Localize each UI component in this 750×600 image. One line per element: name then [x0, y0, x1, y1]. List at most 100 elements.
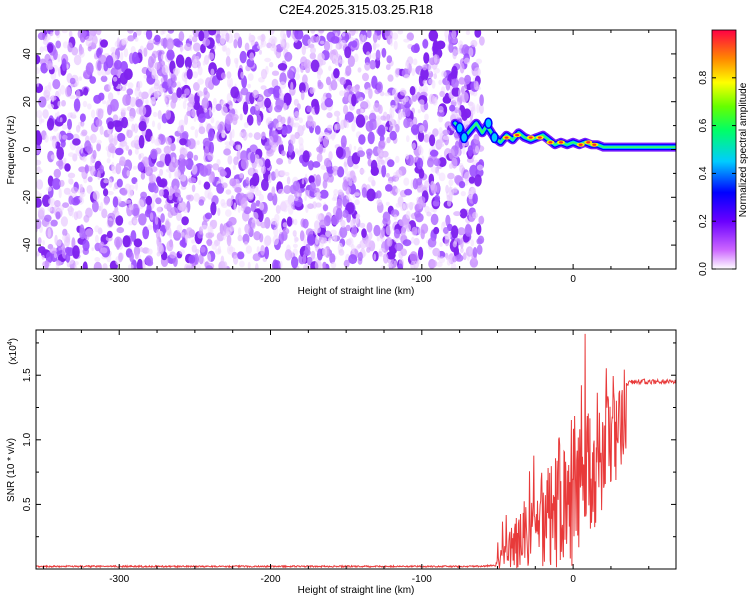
noise-speckle — [233, 32, 240, 40]
noise-speckle — [269, 61, 274, 68]
noise-speckle — [51, 138, 57, 149]
noise-speckle — [71, 46, 79, 56]
noise-speckle — [253, 132, 262, 141]
noise-speckle — [100, 75, 108, 83]
noise-speckle — [246, 114, 254, 126]
noise-speckle — [279, 92, 284, 100]
noise-speckle — [70, 186, 79, 194]
noise-speckle — [67, 172, 76, 179]
noise-speckle — [381, 47, 387, 58]
noise-speckle — [126, 170, 130, 177]
colorbar-label: Normalized spectral amplitude — [738, 82, 749, 217]
noise-speckle — [376, 236, 380, 242]
noise-speckle — [103, 188, 109, 197]
noise-speckle — [403, 74, 410, 79]
noise-speckle — [180, 124, 184, 134]
noise-speckle — [110, 46, 115, 53]
noise-speckle — [470, 187, 476, 192]
noise-speckle — [44, 214, 52, 222]
noise-speckle — [103, 179, 109, 184]
noise-speckle — [225, 32, 230, 43]
noise-speckle — [248, 132, 253, 138]
noise-speckle — [119, 140, 128, 147]
noise-speckle — [449, 104, 456, 112]
noise-speckle — [232, 116, 238, 126]
noise-speckle — [221, 105, 228, 116]
noise-speckle — [233, 156, 239, 166]
noise-speckle — [366, 188, 376, 202]
noise-speckle — [393, 40, 398, 50]
noise-speckle — [384, 30, 391, 37]
noise-speckle — [188, 177, 197, 184]
noise-speckle — [184, 75, 188, 85]
noise-speckle — [436, 261, 443, 268]
noise-speckle — [125, 145, 130, 151]
noise-speckle — [81, 129, 88, 136]
noise-speckle — [439, 90, 445, 98]
noise-speckle — [114, 59, 122, 70]
noise-speckle — [322, 179, 328, 189]
colorbar-tick-label: 0.2 — [698, 214, 709, 228]
colorbar: 0.0 0.2 0.4 0.6 0.8 Normalized spectral ampl… — [698, 29, 749, 276]
noise-speckle — [282, 227, 290, 235]
noise-speckle — [468, 176, 476, 184]
noise-speckle — [390, 209, 400, 218]
noise-speckle — [198, 199, 205, 206]
noise-speckle — [84, 164, 89, 174]
noise-speckle — [63, 157, 67, 163]
noise-speckle — [417, 130, 425, 142]
noise-speckle — [376, 199, 383, 206]
noise-speckle — [412, 58, 418, 66]
noise-speckle — [428, 30, 439, 42]
noise-speckle — [469, 164, 478, 177]
noise-speckle — [210, 117, 215, 124]
noise-speckle — [221, 44, 228, 52]
noise-speckle — [404, 107, 411, 117]
noise-speckle — [217, 245, 221, 255]
noise-speckle — [354, 199, 360, 206]
noise-speckle — [283, 185, 292, 194]
noise-speckle — [386, 136, 391, 144]
noise-speckle — [55, 260, 62, 266]
noise-speckle — [99, 164, 104, 174]
noise-speckle — [96, 142, 101, 152]
noise-speckle — [162, 189, 170, 199]
noise-speckle — [228, 105, 234, 110]
signal-hotspot-core — [537, 136, 542, 139]
noise-speckle — [459, 208, 468, 219]
noise-speckle — [197, 78, 205, 85]
noise-speckle — [242, 233, 250, 245]
noise-speckle — [389, 38, 393, 47]
noise-speckle — [50, 31, 54, 36]
noise-speckle — [478, 215, 485, 225]
noise-speckle — [181, 131, 189, 140]
noise-speckle — [343, 104, 349, 115]
noise-speckle — [318, 143, 324, 155]
noise-speckle — [135, 181, 138, 191]
noise-speckle — [306, 105, 313, 113]
noise-speckle — [312, 161, 321, 168]
noise-speckle — [193, 42, 201, 52]
noise-speckle — [197, 91, 204, 97]
noise-speckle — [240, 87, 249, 96]
noise-speckle — [157, 50, 163, 63]
noise-speckle — [384, 157, 388, 165]
noise-speckle — [409, 251, 418, 263]
noise-speckle — [430, 183, 438, 195]
spectrogram-ytick-label: 20 — [22, 96, 33, 108]
noise-speckle — [344, 46, 352, 59]
noise-speckle — [96, 139, 102, 145]
noise-speckle — [309, 52, 316, 60]
noise-speckle — [131, 123, 134, 133]
noise-speckle — [175, 54, 185, 68]
noise-speckle — [336, 198, 343, 211]
noise-speckle — [266, 42, 272, 49]
noise-speckle — [333, 232, 338, 243]
noise-speckle — [245, 245, 252, 254]
noise-speckle — [364, 62, 371, 71]
noise-speckle — [400, 226, 406, 237]
noise-speckle — [310, 30, 316, 34]
noise-speckle — [39, 46, 44, 53]
noise-speckle — [343, 161, 347, 168]
snr-xtick-label: -100 — [412, 574, 432, 585]
